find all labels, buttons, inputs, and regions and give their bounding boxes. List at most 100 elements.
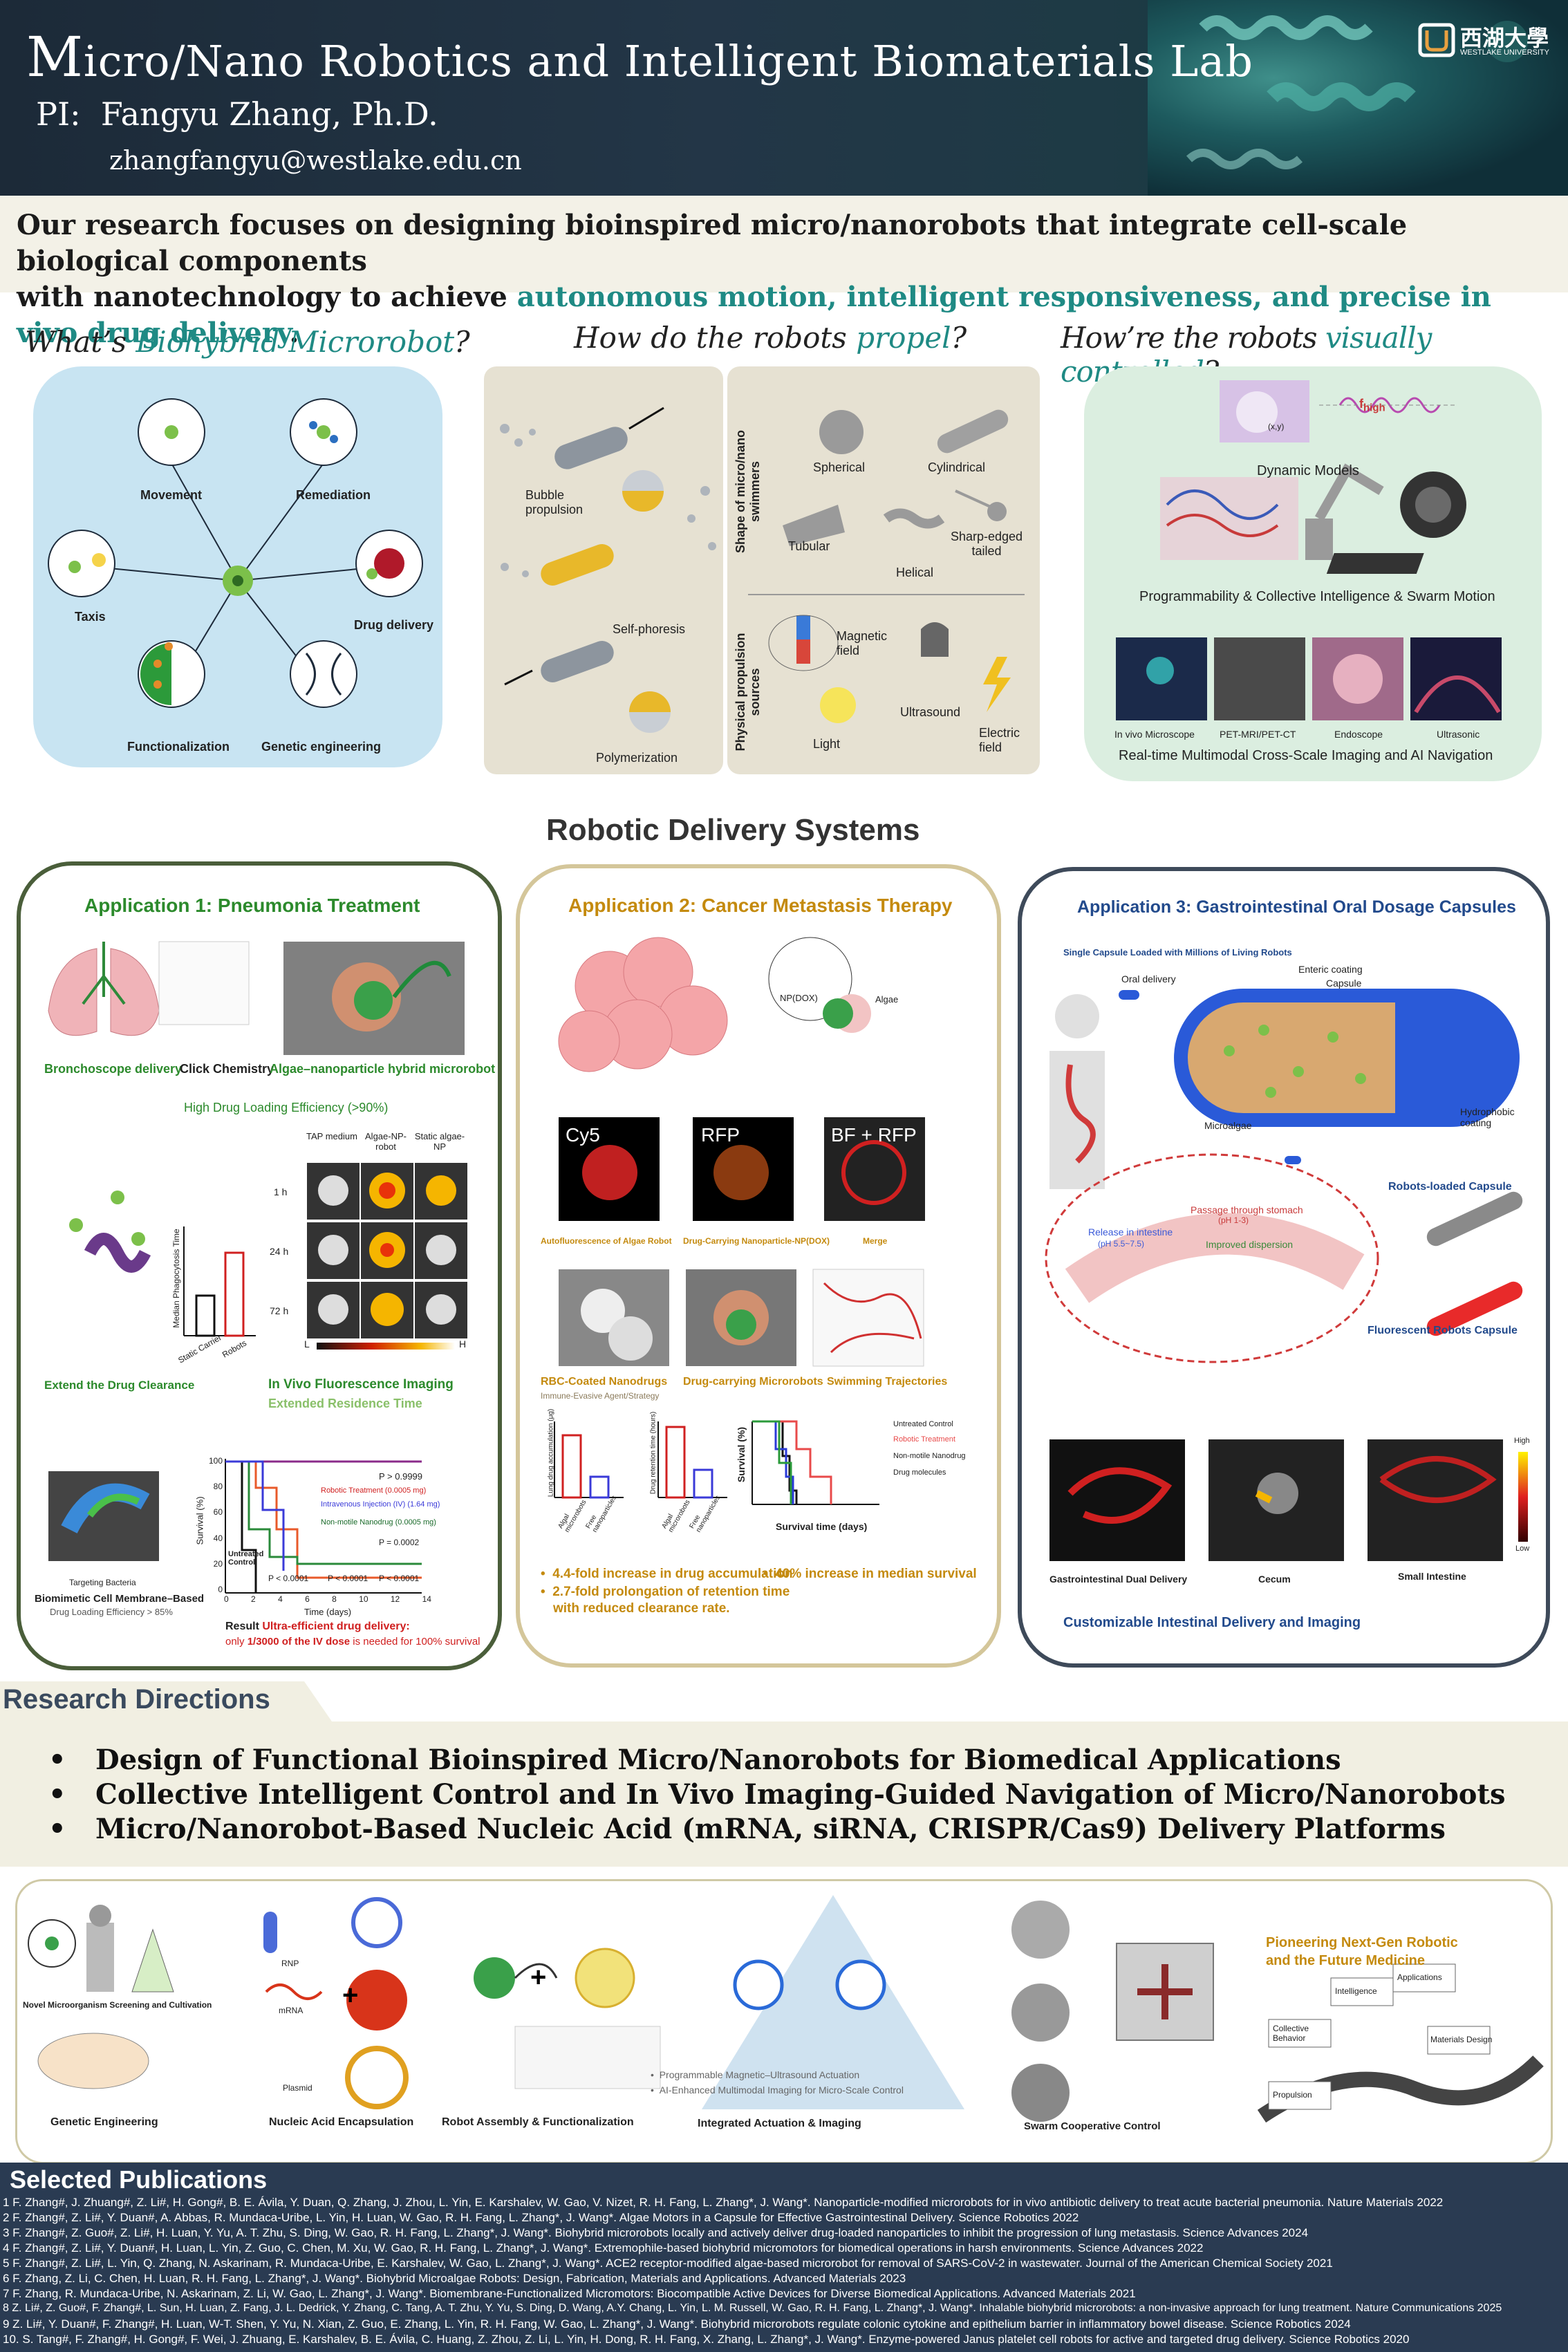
imaging-label-3: Endoscope [1334,729,1383,740]
p1: P > 0.9999 [379,1471,423,1482]
app1-card: Application 1: Pneumonia Treatment [17,861,502,1670]
dispersion-label: Improved dispersion [1206,1239,1294,1250]
legend-nonmotile: Non-motile Nanodrug (0.0005 mg) [321,1518,436,1527]
surv-xlabel: Time (days) [304,1607,352,1617]
targeting-label: Targeting Bacteria [69,1578,136,1587]
label-bubble: Bubble propulsion [525,488,584,516]
bar-ylabel: Median Phagocytosis Time [171,1229,181,1328]
label-drug-delivery: Drug delivery [354,618,434,632]
road-intelligence: Intelligence [1335,1986,1377,1996]
caption-autofluor: Autofluorescence of Algae Robot [541,1236,672,1246]
pub-5: 5 F. Zhang#, Z. Li#, L. Yin, Q. Zhang, N… [3,2257,1333,2270]
surv-yticks: 100 80 60 40 20 0 [208,1456,223,1594]
npdox-label: NP(DOX) [780,993,818,1003]
pi-email: zhangfangyu@westlake.edu.cn [109,145,522,176]
custom-label: Customizable Intestinal Delivery and Ima… [1063,1615,1361,1630]
label-cylindrical: Cylindrical [928,460,986,474]
research-band [0,1721,1568,1867]
dynamic-models-label: Dynamic Models [1257,463,1359,478]
genetic-label: Genetic Engineering [50,2116,158,2128]
label-polymerization: Polymerization [596,751,678,765]
bar2-ylabel: Drug retention time (hours) [649,1411,657,1495]
pub-4: 4 F. Zhang#, Z. Li#, Y. Duan#, H. Luan, … [3,2241,1204,2255]
intestine-label: Release in intestine [1088,1226,1173,1238]
imaging-label-1: In vivo Microscope [1114,729,1195,740]
surv2-ylabel: Survival (%) [736,1426,747,1483]
p4: P < 0.0001 [328,1574,368,1583]
research-item-1: • Design of Functional Bioinspired Micro/… [48,1744,1341,1776]
westlake-logo-icon [1418,23,1455,57]
pipeline-panel: + + Novel Microorganism Screening and Cu… [15,1879,1553,2164]
header-bacteria-image [1148,0,1568,196]
legend2-robotic: Robotic Treatment [893,1435,955,1444]
hybrid-label: Algae–nanoparticle hybrid microrobot [270,1062,496,1076]
panel-cy5: Cy5 [566,1124,600,1146]
pipeline-figures: + + [28,1895,1544,2123]
visual-diagram [1116,380,1502,720]
gi-low: Low [1515,1544,1530,1553]
research-item-2: • Collective Intelligent Control and In V… [48,1778,1506,1811]
capsule-label: Capsule [1326,978,1362,989]
microalgae-label: Microalgae [1204,1120,1252,1131]
actuation-bullet-1: • Programmable Magnetic–Ultrasound Actua… [651,2069,860,2080]
legend-untreated: Untreated Control [228,1550,264,1567]
invivo-label: In Vivo Fluorescence Imaging [268,1377,454,1392]
bar1-ylabel: Lung drug accumulation (μg) [547,1408,555,1497]
biohybrid-heading: What’s Biohybrid Microrobot? [25,325,470,359]
robotic-delivery-title: Robotic Delivery Systems [546,813,920,847]
app3-subtitle: Single Capsule Loaded with Millions of L… [1063,947,1292,958]
pi-line: PI: Fangyu Zhang, Ph.D. [36,95,438,133]
road-applications: Applications [1397,1972,1442,1982]
panel-bfrfp: BF + RFP [831,1124,917,1146]
gi-high: High [1514,1437,1530,1445]
publications-band [0,2163,1568,2352]
propel-left-diagram [500,407,716,733]
label-magnetic: Magnetic field [837,629,888,657]
imaging-label-4: Ultrasonic [1437,729,1480,740]
propel-heading: How do the robots propel? [574,321,967,355]
col-tap: TAP medium [306,1131,357,1141]
heat-low: L [304,1338,310,1350]
road-collective: Collective Behavior [1273,2024,1309,2043]
novel-label: Novel Microorganism Screening and Cultiv… [23,2000,212,2010]
panel-rfp: RFP [701,1124,740,1146]
app1-title: Application 1: Pneumonia Treatment [84,895,420,916]
pub-8: 8 Z. Li#, Z. Guo#, F. Zhang#, L. Sun, H.… [3,2302,1502,2314]
stomach-ph: (pH 1-3) [1218,1215,1249,1225]
label-self-phoresis: Self-phoresis [613,622,686,636]
programmability-label: Programmability & Collective Intelligenc… [1139,589,1495,604]
bronchoscope-label: Bronchoscope delivery [44,1062,183,1076]
actuation-bullet-2: • AI-Enhanced Multimodal Imaging for Mic… [651,2084,904,2096]
biohybrid-panel: Movement Remediation Taxis Drug delivery… [33,366,442,767]
integrated-label: Integrated Actuation & Imaging [698,2118,861,2129]
bullet-clearance: with reduced clearance rate. [553,1601,730,1616]
label-light: Light [813,737,841,751]
pub-7: 7 F. Zhang, R. Mundaca-Uribe, N. Askarin… [3,2287,1136,2300]
visual-panel: fhigh (x,y) Dynamic Models Programmabili… [1084,366,1542,781]
label-remediation: Remediation [296,488,371,502]
app3-title: Application 3: Gastrointestinal Oral Dos… [1077,897,1516,917]
result-line: Result Ultra-efficient drug delivery: [225,1621,410,1632]
gi-dual-label: Gastrointestinal Dual Delivery [1049,1574,1188,1585]
bullet-retention: • 2.7-fold prolongation of retention tim… [541,1585,790,1599]
p2: P = 0.0002 [379,1538,420,1547]
westlake-logo: 西湖大學 WESTLAKE UNIVERSITY [1417,21,1549,62]
enteric-label: Enteric coating [1298,964,1363,975]
label-genetic-engineering: Genetic engineering [261,740,382,754]
rnp-label: RNP [281,1959,299,1968]
label-movement: Movement [140,488,203,502]
row2-rbc: RBC-Coated Nanodrugs [541,1376,668,1388]
extended-label: Extended Residence Time [268,1397,422,1410]
legend2-drug: Drug molecules [893,1468,946,1477]
intro-text: Our research focuses on designing bioins… [17,209,1491,349]
propel-right-diagram [748,409,1025,723]
label-ultrasound: Ultrasound [900,705,961,719]
biomimetic-label: Biomimetic Cell Membrane–Based [35,1593,205,1605]
road-materials: Materials Design [1430,2035,1493,2044]
loading-label: High Drug Loading Efficiency (>90%) [184,1101,389,1114]
pub-10: 10. S. Tang#, F. Zhang#, H. Gong#, F. We… [3,2333,1410,2346]
biomimetic2-label: Drug Loading Efficiency > 85% [50,1607,173,1617]
svg-text:+: + [530,1962,546,1992]
mrna-label: mRNA [279,2006,304,2015]
nucleic-label: Nucleic Acid Encapsulation [269,2116,414,2128]
